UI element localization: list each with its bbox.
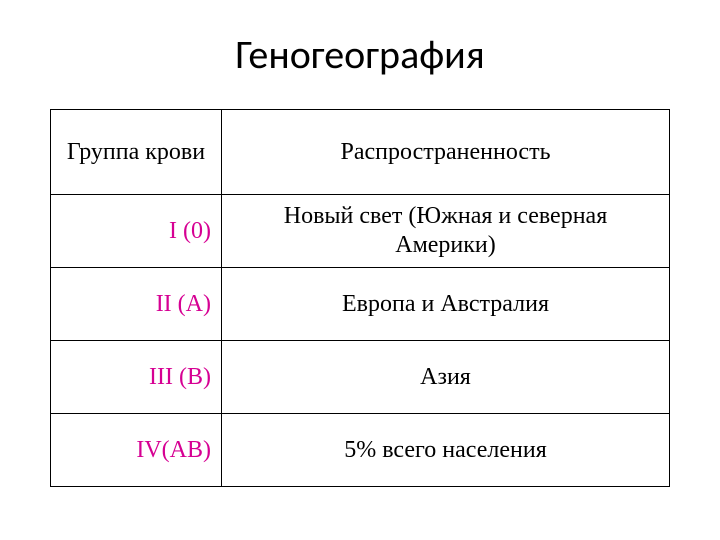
cell-distribution: Азия xyxy=(222,341,670,414)
page-title: Геногеография xyxy=(50,30,670,79)
table-row: II (A) Европа и Австралия xyxy=(51,268,670,341)
cell-group: III (B) xyxy=(51,341,222,414)
header-group: Группа крови xyxy=(51,110,222,195)
cell-distribution: 5% всего населения xyxy=(222,414,670,487)
cell-group: I (0) xyxy=(51,195,222,268)
table-row: IV(AB) 5% всего населения xyxy=(51,414,670,487)
cell-group: IV(AB) xyxy=(51,414,222,487)
header-distribution: Распространенность xyxy=(222,110,670,195)
table-row: III (B) Азия xyxy=(51,341,670,414)
table-row: I (0) Новый свет (Южная и северная Амери… xyxy=(51,195,670,268)
cell-distribution: Европа и Австралия xyxy=(222,268,670,341)
cell-group: II (A) xyxy=(51,268,222,341)
table-header-row: Группа крови Распространенность xyxy=(51,110,670,195)
slide: Геногеография Группа крови Распространен… xyxy=(0,0,720,540)
cell-distribution: Новый свет (Южная и северная Америки) xyxy=(222,195,670,268)
blood-type-table: Группа крови Распространенность I (0) Но… xyxy=(50,109,670,487)
